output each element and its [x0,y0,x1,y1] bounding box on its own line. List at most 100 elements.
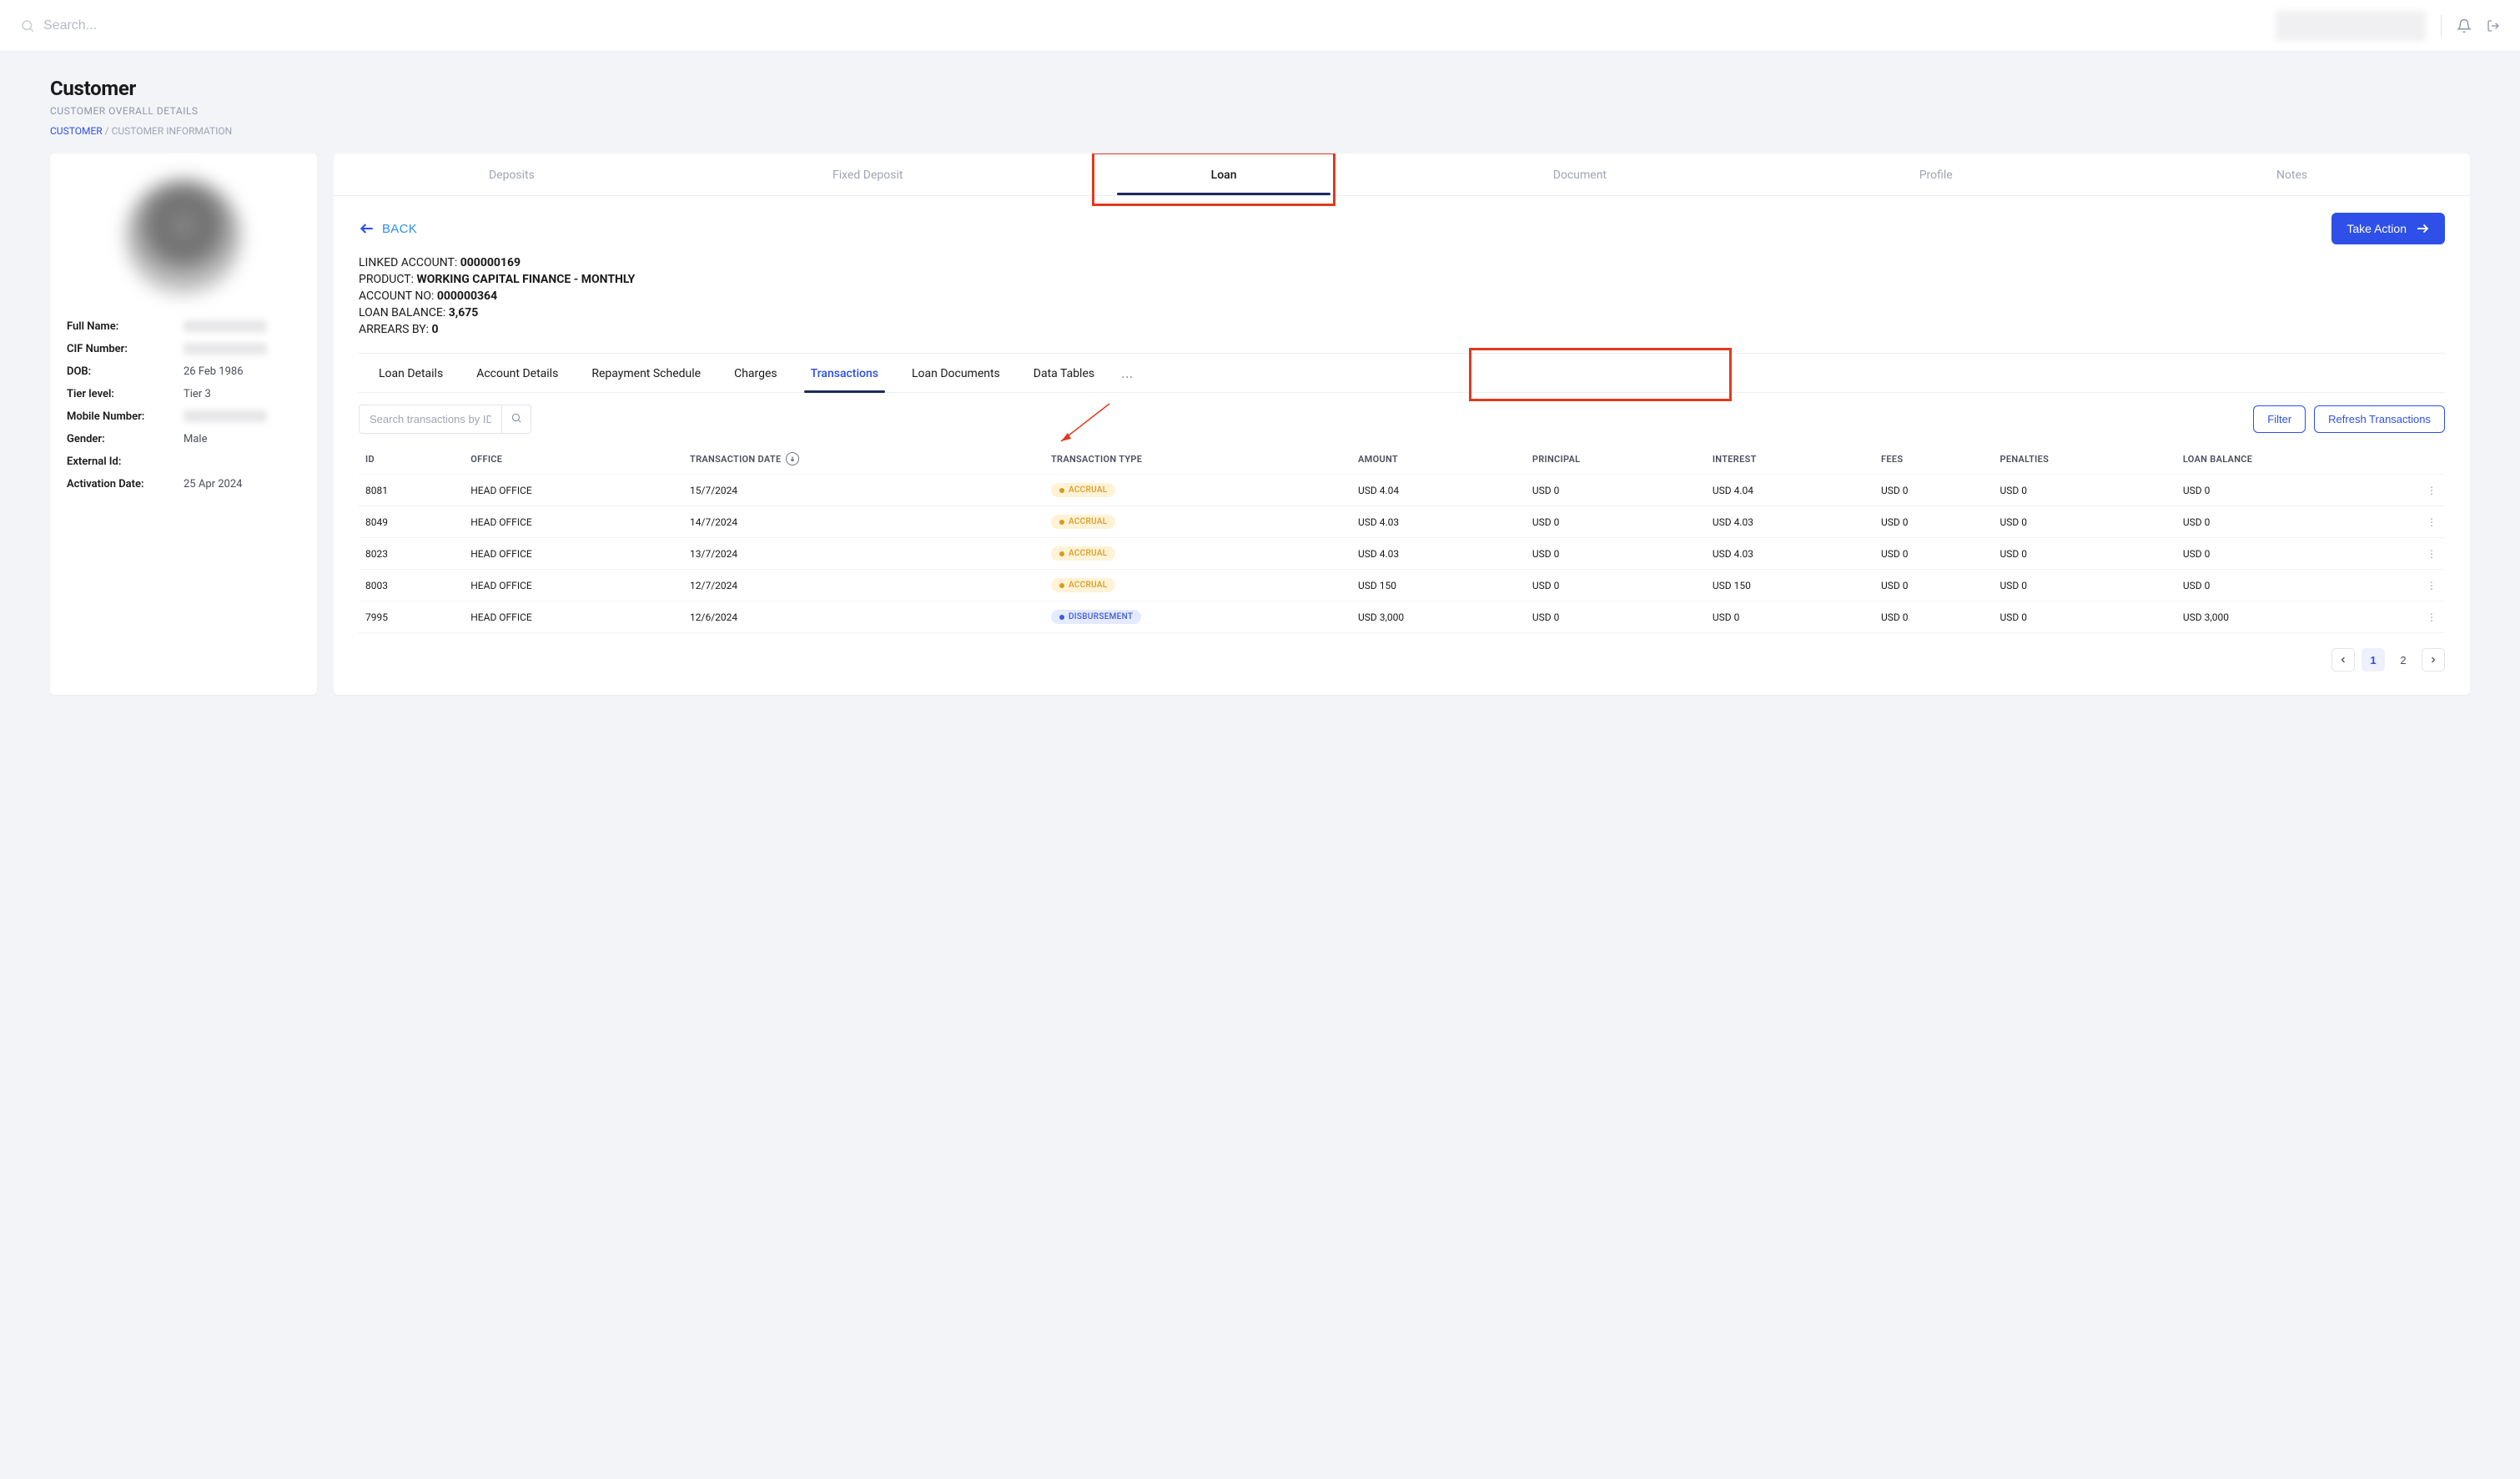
status-badge: ACCRUAL [1051,483,1115,497]
sort-desc-icon[interactable] [786,452,799,465]
subtab-data-tables[interactable]: Data Tables [1017,354,1111,392]
page-title: Customer [50,77,2470,100]
table-cell-type: ACCRUAL [1044,538,1351,570]
page-subtitle: CUSTOMER OVERALL DETAILS [50,105,2470,117]
pagination-prev[interactable] [2331,648,2355,672]
avatar [125,179,242,295]
table-cell: USD 0 [1993,475,2175,506]
field-value [184,320,267,332]
table-cell: USD 4.03 [1706,506,1874,538]
chevron-left-icon [2338,655,2348,665]
table-cell-type: ACCRUAL [1044,506,1351,538]
transaction-search-input[interactable] [360,406,501,432]
filter-button[interactable]: Filter [2253,405,2306,433]
bell-icon[interactable] [2457,18,2472,33]
subtab-account-details[interactable]: Account Details [460,354,575,392]
chevron-right-icon [2428,655,2438,665]
refresh-transactions-button[interactable]: Refresh Transactions [2314,405,2445,433]
pagination-next[interactable] [2422,648,2445,672]
subtab-charges[interactable]: Charges [717,354,794,392]
table-cell: 8023 [359,538,464,570]
status-badge: ACCRUAL [1051,546,1115,561]
row-menu-button[interactable]: ⋮ [2420,601,2445,633]
field-label: Mobile Number: [67,410,184,423]
row-menu-button[interactable]: ⋮ [2420,570,2445,601]
pagination-page[interactable]: 1 [2362,648,2385,672]
column-header[interactable]: TRANSACTION DATE [683,444,1044,475]
table-cell: 8081 [359,475,464,506]
column-header[interactable]: ID [359,444,464,475]
table-cell: USD 0 [1874,506,1993,538]
table-cell: 8003 [359,570,464,601]
table-row: 7995HEAD OFFICE12/6/2024DISBURSEMENTUSD … [359,601,2445,633]
column-header[interactable]: PENALTIES [1993,444,2175,475]
subtab-loan-documents[interactable]: Loan Documents [895,354,1017,392]
table-cell: USD 0 [2176,538,2420,570]
row-menu-button[interactable]: ⋮ [2420,538,2445,570]
back-label: BACK [382,222,417,236]
user-info-blurred [2276,11,2426,41]
field-label: CIF Number: [67,343,184,355]
pagination-page[interactable]: 2 [2392,648,2415,672]
row-menu-button[interactable]: ⋮ [2420,475,2445,506]
table-cell: HEAD OFFICE [464,538,683,570]
field-value: 25 Apr 2024 [184,478,242,490]
status-badge: ACCRUAL [1051,578,1115,592]
sub-tabs: Loan DetailsAccount DetailsRepayment Sch… [359,353,2445,393]
table-cell: USD 0 [1526,475,1706,506]
tab-profile[interactable]: Profile [1758,153,2114,195]
column-header[interactable]: LOAN BALANCE [2176,444,2420,475]
column-header[interactable]: INTEREST [1706,444,1874,475]
table-cell: USD 150 [1706,570,1874,601]
column-header[interactable]: PRINCIPAL [1526,444,1706,475]
table-cell: USD 4.04 [1351,475,1526,506]
table-cell: USD 4.03 [1351,538,1526,570]
column-header[interactable]: OFFICE [464,444,683,475]
table-cell: USD 4.03 [1706,538,1874,570]
field-label: Full Name: [67,320,184,333]
breadcrumb-current: CUSTOMER INFORMATION [112,125,233,137]
table-cell: USD 0 [1526,506,1706,538]
customer-field-row: DOB:26 Feb 1986 [67,365,300,378]
customer-field-row: Mobile Number: [67,410,300,423]
column-header[interactable]: AMOUNT [1351,444,1526,475]
take-action-button[interactable]: Take Action [2331,213,2445,244]
logout-icon[interactable] [2487,19,2500,33]
pagination: 12 [359,633,2445,675]
subtab-more[interactable]: ... [1111,365,1143,382]
row-menu-button[interactable]: ⋮ [2420,506,2445,538]
tab-deposits[interactable]: Deposits [334,153,690,195]
global-search-input[interactable] [43,18,294,33]
column-header[interactable]: TRANSACTION TYPE [1044,444,1351,475]
field-label: External Id: [67,455,184,468]
search-icon [20,18,35,33]
breadcrumb-link[interactable]: CUSTOMER [50,125,103,137]
main-content-card: DepositsFixed DepositLoanDocumentProfile… [334,153,2470,695]
loan-info-line: LINKED ACCOUNT: 000000169 [359,256,2445,269]
subtab-loan-details[interactable]: Loan Details [362,354,460,392]
back-button[interactable]: BACK [359,220,417,237]
customer-field-row: Tier level:Tier 3 [67,388,300,400]
table-cell: USD 0 [1993,506,2175,538]
loan-info-line: LOAN BALANCE: 3,675 [359,306,2445,319]
field-label: Activation Date: [67,478,184,490]
subtab-transactions[interactable]: Transactions [794,354,895,392]
table-cell: USD 0 [1993,601,2175,633]
table-cell: USD 4.04 [1706,475,1874,506]
tab-fixed-deposit[interactable]: Fixed Deposit [690,153,1046,195]
arrow-left-icon [359,220,375,237]
tab-document[interactable]: Document [1401,153,1758,195]
table-cell-type: DISBURSEMENT [1044,601,1351,633]
subtab-repayment-schedule[interactable]: Repayment Schedule [575,354,717,392]
tab-notes[interactable]: Notes [2114,153,2470,195]
take-action-label: Take Action [2346,222,2407,235]
customer-field-row: CIF Number: [67,343,300,355]
table-cell: USD 0 [1706,601,1874,633]
column-header[interactable]: FEES [1874,444,1993,475]
tab-loan[interactable]: Loan [1046,153,1402,195]
customer-field-row: Gender:Male [67,433,300,445]
main-tabs: DepositsFixed DepositLoanDocumentProfile… [334,153,2470,196]
field-value: 26 Feb 1986 [184,365,244,378]
table-cell: 15/7/2024 [683,475,1044,506]
transaction-search-button[interactable] [501,405,531,433]
